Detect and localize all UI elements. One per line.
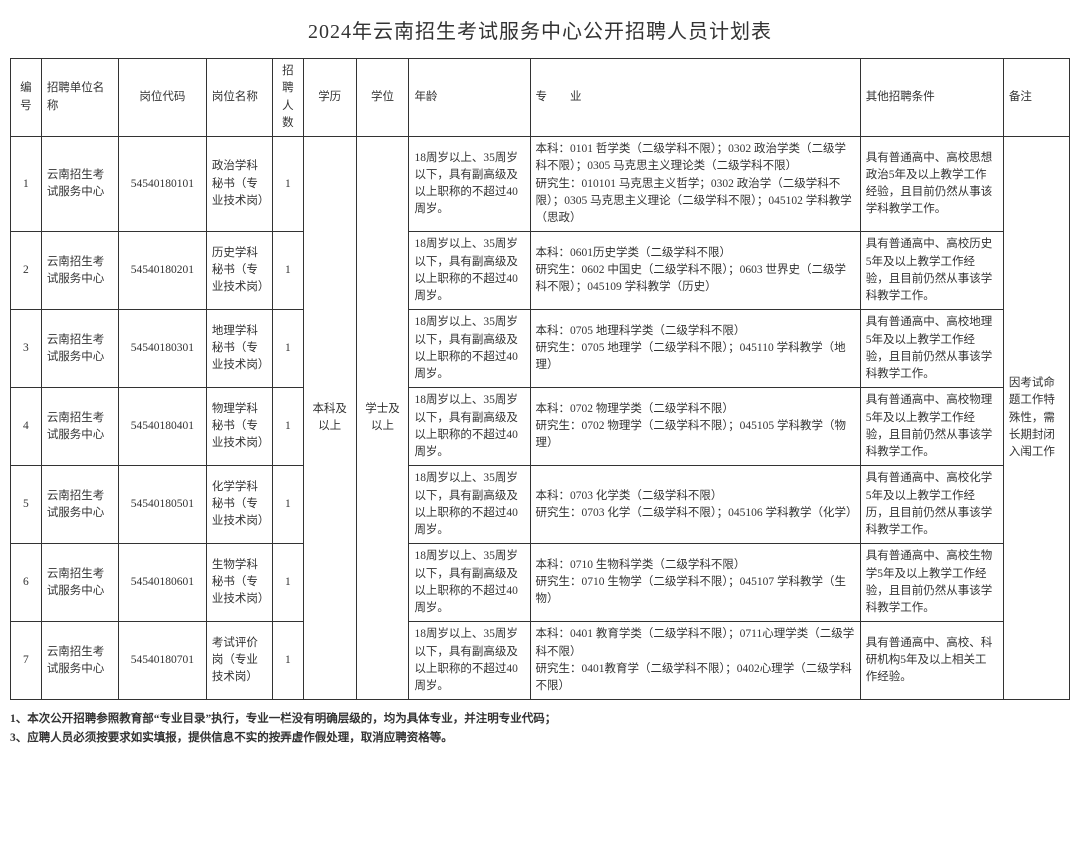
cell-job: 物理学科秘书（专业技术岗） xyxy=(206,388,272,466)
cell-cnt: 1 xyxy=(272,466,303,544)
cell-cnt: 1 xyxy=(272,232,303,310)
table-row: 7云南招生考试服务中心54540180701考试评价岗（专业技术岗）1 18周岁以… xyxy=(11,622,1070,700)
recruitment-table: 编号 招聘单位名称 岗位代码 岗位名称 招聘人数 学历 学位 年龄 专 业 其他… xyxy=(10,58,1070,700)
footnote-line: 1、本次公开招聘参照教育部“专业目录”执行，专业一栏没有明确层级的，均为具体专业… xyxy=(10,710,1070,728)
cell-org: 云南招生考试服务中心 xyxy=(41,544,118,622)
cell-num: 6 xyxy=(11,544,42,622)
table-row: 2云南招生考试服务中心54540180201历史学科秘书（专业技术岗）1 18周岁… xyxy=(11,232,1070,310)
cell-age: 18周岁以上、35周岁以下，具有副高级及以上职称的不超过40周岁。 xyxy=(409,137,530,232)
cell-age: 18周岁以上、35周岁以下，具有副高级及以上职称的不超过40周岁。 xyxy=(409,466,530,544)
cell-age: 18周岁以上、35周岁以下，具有副高级及以上职称的不超过40周岁。 xyxy=(409,544,530,622)
cell-job: 政治学科秘书（专业技术岗） xyxy=(206,137,272,232)
cell-num: 3 xyxy=(11,310,42,388)
page-title: 2024年云南招生考试服务中心公开招聘人员计划表 xyxy=(10,15,1070,44)
cell-code: 54540180701 xyxy=(118,622,206,700)
th-age: 年龄 xyxy=(409,59,530,137)
cell-age: 18周岁以上、35周岁以下，具有副高级及以上职称的不超过40周岁。 xyxy=(409,622,530,700)
table-row: 6云南招生考试服务中心54540180601生物学科秘书（专业技术岗）1 18周岁… xyxy=(11,544,1070,622)
table-header-row: 编号 招聘单位名称 岗位代码 岗位名称 招聘人数 学历 学位 年龄 专 业 其他… xyxy=(11,59,1070,137)
cell-cnt: 1 xyxy=(272,388,303,466)
cell-cnt: 1 xyxy=(272,622,303,700)
footnote-line: 3、应聘人员必须按要求如实填报，提供信息不实的按弄虚作假处理，取消应聘资格等。 xyxy=(10,729,1070,747)
th-other: 其他招聘条件 xyxy=(860,59,1003,137)
th-major: 专 业 xyxy=(530,59,860,137)
table-row: 3云南招生考试服务中心54540180301地理学科秘书（专业技术岗）1 18周岁… xyxy=(11,310,1070,388)
th-cnt: 招聘人数 xyxy=(272,59,303,137)
cell-job: 考试评价岗（专业技术岗） xyxy=(206,622,272,700)
th-org: 招聘单位名称 xyxy=(41,59,118,137)
cell-num: 1 xyxy=(11,137,42,232)
cell-cnt: 1 xyxy=(272,137,303,232)
cell-major: 本科：0703 化学类（二级学科不限） 研究生：0703 化学（二级学科不限）；… xyxy=(530,466,860,544)
cell-major: 本科：0401 教育学类（二级学科不限）；0711心理学类（二级学科不限） 研究… xyxy=(530,622,860,700)
th-note: 备注 xyxy=(1003,59,1069,137)
cell-other: 具有普通高中、高校历史5年及以上教学工作经验，且目前仍然从事该学科教学工作。 xyxy=(860,232,1003,310)
cell-code: 54540180301 xyxy=(118,310,206,388)
cell-code: 54540180601 xyxy=(118,544,206,622)
cell-other: 具有普通高中、高校生物学5年及以上教学工作经验，且目前仍然从事该学科教学工作。 xyxy=(860,544,1003,622)
cell-major: 本科：0101 哲学类（二级学科不限）；0302 政治学类（二级学科不限）；03… xyxy=(530,137,860,232)
cell-age: 18周岁以上、35周岁以下，具有副高级及以上职称的不超过40周岁。 xyxy=(409,310,530,388)
table-row: 1云南招生考试服务中心54540180101政治学科秘书（专业技术岗）1本科及以… xyxy=(11,137,1070,232)
table-row: 5云南招生考试服务中心54540180501化学学科秘书（专业技术岗）1 18周岁… xyxy=(11,466,1070,544)
cell-num: 5 xyxy=(11,466,42,544)
cell-job: 生物学科秘书（专业技术岗） xyxy=(206,544,272,622)
cell-num: 7 xyxy=(11,622,42,700)
th-deg: 学位 xyxy=(356,59,409,137)
cell-job: 历史学科秘书（专业技术岗） xyxy=(206,232,272,310)
cell-org: 云南招生考试服务中心 xyxy=(41,466,118,544)
cell-age: 18周岁以上、35周岁以下，具有副高级及以上职称的不超过40周岁。 xyxy=(409,232,530,310)
cell-org: 云南招生考试服务中心 xyxy=(41,137,118,232)
cell-cnt: 1 xyxy=(272,544,303,622)
cell-note: 因考试命题工作特殊性，需长期封闭入闱工作 xyxy=(1003,137,1069,700)
cell-org: 云南招生考试服务中心 xyxy=(41,388,118,466)
footnotes: 1、本次公开招聘参照教育部“专业目录”执行，专业一栏没有明确层级的，均为具体专业… xyxy=(10,710,1070,747)
th-edu: 学历 xyxy=(303,59,356,137)
cell-major: 本科：0705 地理科学类（二级学科不限） 研究生：0705 地理学（二级学科不… xyxy=(530,310,860,388)
cell-code: 54540180401 xyxy=(118,388,206,466)
th-code: 岗位代码 xyxy=(118,59,206,137)
cell-major: 本科：0710 生物科学类（二级学科不限） 研究生：0710 生物学（二级学科不… xyxy=(530,544,860,622)
cell-cnt: 1 xyxy=(272,310,303,388)
cell-other: 具有普通高中、高校思想政治5年及以上教学工作经验，且目前仍然从事该学科教学工作。 xyxy=(860,137,1003,232)
cell-deg: 学士及以上 xyxy=(356,137,409,700)
th-num: 编号 xyxy=(11,59,42,137)
cell-other: 具有普通高中、高校化学5年及以上教学工作经历，且目前仍然从事该学科教学工作。 xyxy=(860,466,1003,544)
cell-other: 具有普通高中、高校地理5年及以上教学工作经验，且目前仍然从事该学科教学工作。 xyxy=(860,310,1003,388)
cell-edu: 本科及以上 xyxy=(303,137,356,700)
th-job: 岗位名称 xyxy=(206,59,272,137)
cell-other: 具有普通高中、高校物理5年及以上教学工作经验，且目前仍然从事该学科教学工作。 xyxy=(860,388,1003,466)
cell-code: 54540180201 xyxy=(118,232,206,310)
cell-org: 云南招生考试服务中心 xyxy=(41,232,118,310)
cell-num: 2 xyxy=(11,232,42,310)
cell-major: 本科：0702 物理学类（二级学科不限） 研究生：0702 物理学（二级学科不限… xyxy=(530,388,860,466)
cell-code: 54540180501 xyxy=(118,466,206,544)
cell-code: 54540180101 xyxy=(118,137,206,232)
cell-org: 云南招生考试服务中心 xyxy=(41,622,118,700)
cell-num: 4 xyxy=(11,388,42,466)
cell-age: 18周岁以上、35周岁以下，具有副高级及以上职称的不超过40周岁。 xyxy=(409,388,530,466)
cell-other: 具有普通高中、高校、科研机构5年及以上相关工作经验。 xyxy=(860,622,1003,700)
cell-org: 云南招生考试服务中心 xyxy=(41,310,118,388)
cell-major: 本科：0601历史学类（二级学科不限） 研究生：0602 中国史（二级学科不限）… xyxy=(530,232,860,310)
table-row: 4云南招生考试服务中心54540180401物理学科秘书（专业技术岗）1 18周岁… xyxy=(11,388,1070,466)
cell-job: 地理学科秘书（专业技术岗） xyxy=(206,310,272,388)
cell-job: 化学学科秘书（专业技术岗） xyxy=(206,466,272,544)
